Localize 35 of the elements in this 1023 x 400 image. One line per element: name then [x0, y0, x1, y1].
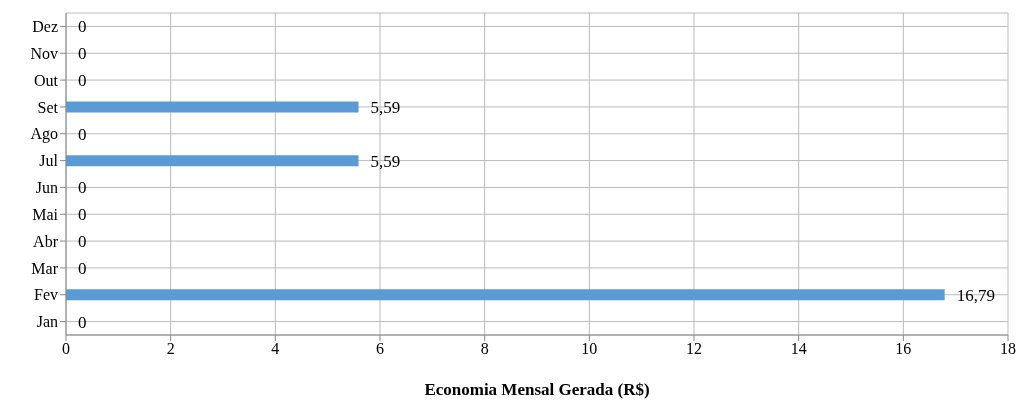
y-tick-label: Nov [30, 44, 58, 62]
x-tick-label: 8 [480, 340, 489, 358]
x-tick-label: 16 [895, 340, 912, 358]
x-tick-label: 14 [790, 340, 807, 358]
data-label: 0 [78, 44, 87, 64]
data-label: 0 [78, 232, 87, 252]
y-tick-label: Out [34, 71, 59, 89]
data-label: 0 [78, 17, 87, 37]
y-tick-label: Jan [36, 313, 58, 331]
y-tick-label: Ago [30, 125, 58, 144]
x-tick-label: 6 [376, 340, 384, 358]
data-label: 0 [78, 312, 87, 332]
data-label: 0 [78, 71, 87, 91]
y-tick-label: Fev [34, 286, 58, 304]
x-tick-label: 12 [686, 340, 702, 358]
data-label: 5,59 [370, 151, 401, 171]
y-tick-label: Jun [35, 179, 58, 197]
x-tick-label: 2 [166, 340, 175, 358]
data-label: 0 [78, 124, 87, 144]
data-label: 0 [78, 178, 87, 198]
x-tick-label: 18 [1000, 340, 1016, 358]
data-label: 0 [78, 205, 87, 225]
y-tick-label: Mar [31, 259, 59, 277]
y-tick-label: Abr [33, 232, 59, 250]
data-label: 0 [78, 258, 87, 278]
y-tick-label: Jul [39, 152, 59, 170]
data-label: 5,59 [370, 97, 401, 117]
x-axis-title: Economia Mensal Gerada (R$) [424, 380, 650, 399]
y-tick-label: Set [37, 98, 59, 116]
y-tick-label: Mai [32, 205, 59, 223]
x-tick-label: 10 [581, 340, 598, 358]
data-label: 16,79 [956, 285, 995, 305]
x-tick-label: 0 [62, 340, 70, 358]
y-tick-label: Dez [32, 18, 58, 36]
x-tick-label: 4 [271, 340, 280, 358]
